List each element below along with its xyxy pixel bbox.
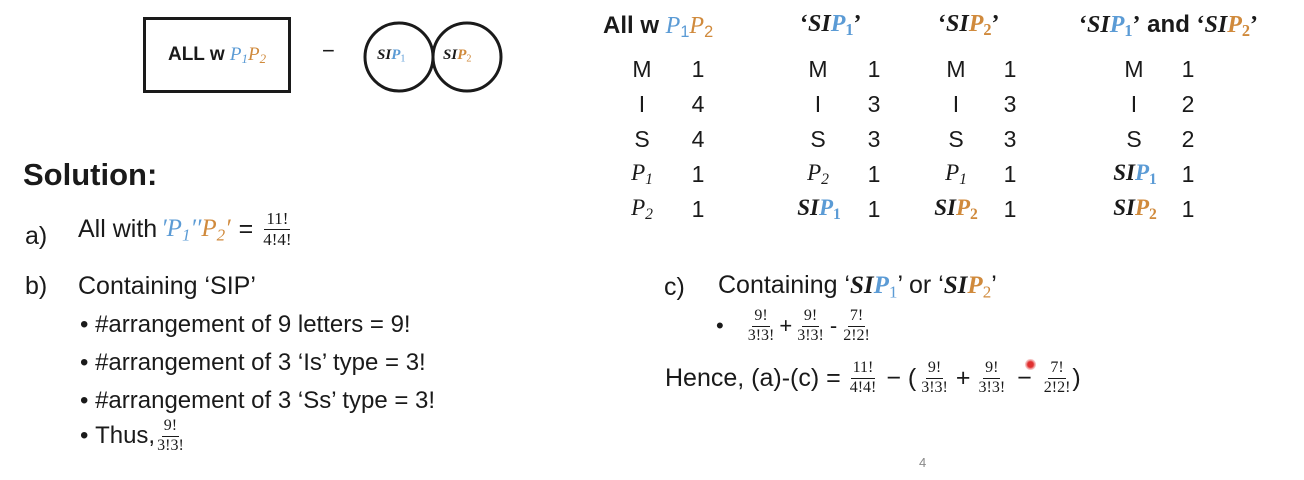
table-cell-sip2: SIP2 <box>1113 195 1157 223</box>
venn-circle-sip2 <box>431 21 503 93</box>
table-cell-count: 1 <box>1181 161 1195 187</box>
table-cell-count: 1 <box>691 161 705 187</box>
table-cell-count: 1 <box>691 196 705 222</box>
part-c-expression: • 9! 3!3! + 9! 3!3! - 7! 2!2! <box>716 307 870 344</box>
table-cell-count: 1 <box>1003 196 1017 222</box>
table-cell-letter: S <box>810 126 826 152</box>
table-cell-count: 3 <box>867 126 881 152</box>
venn-diagram <box>363 21 503 93</box>
table-cell-letter: P2 <box>631 195 653 223</box>
box-p2: P <box>247 44 260 65</box>
table-cell-letter: M <box>808 56 828 82</box>
table-cell-count: 1 <box>1003 161 1017 187</box>
box-p1: P <box>229 44 242 65</box>
bullet-item: • #arrangement of 3 ‘Is’ type = 3! <box>80 349 426 376</box>
table-cell-count: 1 <box>867 161 881 187</box>
table-cell-sip1: SIP1 <box>797 195 841 223</box>
part-a-text: All with ′P1′′P2′ = 11! 4!4! <box>78 209 292 249</box>
venn-label-sip1: SIP1 <box>377 47 406 65</box>
table-cell-count: 3 <box>1003 126 1017 152</box>
table-cell-sip2: SIP2 <box>934 195 978 223</box>
part-c-marker: c) <box>664 273 685 301</box>
part-c-text: Containing ‘SIP1’ or ‘SIP2’ <box>718 271 997 302</box>
table-cell-count: 4 <box>691 91 705 117</box>
table-cell-count: 2 <box>1181 126 1195 152</box>
venn-label-sip2: SIP2 <box>443 47 472 65</box>
box-label: ALL w <box>167 44 225 65</box>
table-header-sip1: ‘SIP1’ <box>800 11 862 40</box>
table-header-both: ‘SIP1’ and ‘SIP2’ <box>1079 11 1259 41</box>
table-cell-letter: P1 <box>631 160 653 188</box>
box-p2-sub: 2 <box>259 51 267 67</box>
minus-sign: − <box>322 38 335 63</box>
table-cell-count: 1 <box>1181 56 1195 82</box>
box-p1-sub: 1 <box>241 51 248 67</box>
table-cell-letter: S <box>948 126 964 152</box>
table-cell-count: 4 <box>691 126 705 152</box>
all-arrangements-box: ALL w P1 P2 <box>143 17 291 93</box>
table-cell-letter: I <box>1130 91 1138 117</box>
table-cell-count: 3 <box>867 91 881 117</box>
table-cell-count: 2 <box>1181 91 1195 117</box>
bullet-thus: • Thus, 9! 3!3! <box>80 417 184 454</box>
table-cell-count: 3 <box>1003 91 1017 117</box>
part-a-marker: a) <box>25 222 48 250</box>
bullet-item: • #arrangement of 9 letters = 9! <box>80 311 411 338</box>
fraction-thus: 9! 3!3! <box>157 417 184 454</box>
table-cell-letter: I <box>952 91 960 117</box>
table-cell-letter: I <box>814 91 822 117</box>
table-cell-letter: I <box>638 91 646 117</box>
laser-pointer-dot <box>1025 359 1036 370</box>
table-cell-count: 1 <box>1181 196 1195 222</box>
table-cell-count: 1 <box>867 56 881 82</box>
table-header-all: All w P1P2 <box>603 12 714 42</box>
table-cell-sip1: SIP1 <box>1113 160 1157 188</box>
part-b-marker: b) <box>25 272 48 300</box>
hence-expression: Hence, (a)-(c) = 11! 4!4! − ( 9! 3!3! + 9!… <box>665 359 1081 396</box>
table-cell-letter: M <box>632 56 652 82</box>
table-cell-count: 1 <box>867 196 881 222</box>
table-cell-count: 1 <box>691 56 705 82</box>
table-cell-letter: M <box>1124 56 1144 82</box>
table-header-sip2: ‘SIP2’ <box>938 11 1000 40</box>
table-cell-count: 1 <box>1003 56 1017 82</box>
table-cell-letter: S <box>634 126 650 152</box>
solution-heading: Solution: <box>23 157 158 192</box>
part-b-text: Containing ‘SIP’ <box>78 272 256 300</box>
table-cell-letter: S <box>1126 126 1142 152</box>
bullet-item: • #arrangement of 3 ‘Ss’ type = 3! <box>80 387 436 414</box>
table-cell-letter: P1 <box>945 160 967 188</box>
page-number: 4 <box>919 455 927 470</box>
table-cell-letter: M <box>946 56 966 82</box>
table-cell-letter: P2 <box>807 160 829 188</box>
fraction-a: 11! 4!4! <box>263 209 292 249</box>
